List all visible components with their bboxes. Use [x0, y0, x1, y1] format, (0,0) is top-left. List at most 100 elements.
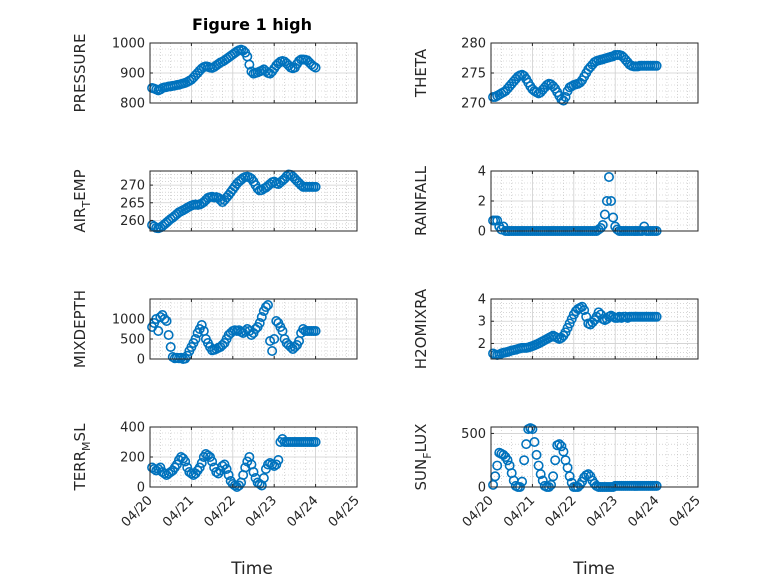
data-point: [260, 301, 271, 312]
data-point: [258, 472, 269, 483]
data-point: [579, 305, 590, 316]
data-point: [581, 311, 592, 322]
data-point: [182, 350, 193, 361]
subplot-2: 270 275 280 THETA: [412, 37, 699, 112]
x-tick-label: 04/22: [543, 493, 580, 530]
data-point: [606, 196, 617, 207]
y-tick-label: 500: [120, 333, 145, 348]
data-point: [599, 209, 610, 220]
data-point: [597, 220, 608, 231]
x-tick-label: 04/20: [460, 493, 497, 530]
axes-frame: [149, 298, 358, 360]
x-tick-label: 04/22: [202, 493, 239, 530]
y-tick-label: 275: [461, 67, 486, 82]
subplot-6: 2 3 4 H2OMIXRA: [412, 288, 699, 369]
data-point: [548, 471, 559, 482]
data-point: [502, 455, 513, 466]
y-tick-label: 900: [120, 67, 145, 82]
y-tick-label: 280: [461, 37, 486, 52]
data-point: [215, 194, 226, 205]
x-axis-label-right: Time: [572, 559, 615, 579]
x-tick-label: 04/25: [326, 493, 363, 530]
y-tick-label: 500: [461, 427, 486, 442]
y-tick-label: 3: [478, 315, 486, 330]
data-point: [651, 311, 662, 322]
subplot-7: 0 200 400 04/20 04/21 04/22 04/23 04/24 04/25 TER…: [71, 421, 363, 531]
figure-title: Figure 1 high: [192, 15, 312, 34]
data-point: [310, 181, 321, 192]
axes-frame: [149, 170, 358, 232]
data-point: [190, 333, 201, 344]
data-point: [527, 424, 538, 435]
x-tick-label: 04/24: [284, 493, 321, 530]
data-point: [531, 449, 542, 460]
data-point: [269, 333, 280, 344]
data-point: [519, 455, 530, 466]
subplot-5: 0 500 1000 MIXDEPTH: [71, 290, 358, 368]
data-point: [554, 439, 565, 450]
x-tick-label: 04/23: [584, 493, 621, 530]
data-point: [310, 62, 321, 73]
data-point: [651, 480, 662, 491]
y-tick-label: 265: [120, 196, 145, 211]
data-point: [285, 341, 296, 352]
data-point: [159, 313, 170, 324]
y-axis-label: TERRMSL: [71, 423, 93, 492]
y-tick-label: 270: [461, 97, 486, 112]
data-point: [273, 454, 284, 465]
y-tick-label: 0: [137, 481, 145, 496]
data-point: [163, 329, 174, 340]
data-point: [550, 455, 561, 466]
data-point: [180, 456, 191, 467]
data-point: [564, 471, 575, 482]
data-point: [223, 469, 234, 480]
data-point: [262, 299, 273, 310]
data-point: [492, 460, 503, 471]
y-tick-label: 200: [120, 451, 145, 466]
data-point: [517, 476, 528, 487]
y-axis-label: SUNFLUX: [412, 424, 434, 491]
subplot-8: 0 500 04/20 04/21 04/22 04/23 04/24 04/25 SUNFLU…: [412, 423, 704, 530]
data-point: [267, 345, 278, 356]
y-tick-label: 1000: [112, 313, 145, 328]
axes-layer: 800 900 1000 PRESSURE 270 275 280 THETA 260 265 27…: [71, 34, 704, 531]
data-point: [560, 92, 571, 103]
data-point: [556, 441, 567, 452]
data-point: [244, 59, 255, 70]
data-point: [153, 325, 164, 336]
data-point: [254, 317, 265, 328]
y-tick-label: 260: [120, 214, 145, 229]
data-point: [207, 456, 218, 467]
y-axis-label: PRESSURE: [71, 34, 89, 113]
x-tick-label: 04/24: [625, 493, 662, 530]
y-tick-label: 4: [478, 165, 486, 180]
data-point: [310, 436, 321, 447]
y-tick-label: 1000: [112, 37, 145, 52]
y-tick-label: 2: [478, 337, 486, 352]
data-point: [165, 341, 176, 352]
x-tick-label: 04/21: [160, 493, 197, 530]
y-axis-label: MIXDEPTH: [71, 290, 89, 368]
data-point: [159, 468, 170, 479]
y-axis-label: THETA: [412, 48, 430, 98]
x-tick-label: 04/21: [501, 493, 538, 530]
y-axis-label: H2OMIXRA: [412, 288, 430, 369]
data-point: [535, 469, 546, 480]
data-point: [248, 466, 259, 477]
x-tick-label: 04/25: [667, 493, 704, 530]
y-tick-label: 0: [478, 225, 486, 240]
x-axis-label-left: Time: [230, 559, 273, 579]
y-tick-label: 800: [120, 97, 145, 112]
data-point: [161, 315, 172, 326]
data-point: [221, 463, 232, 474]
x-tick-label: 04/23: [243, 493, 280, 530]
x-tick-label: 04/20: [119, 493, 156, 530]
y-tick-label: 4: [478, 293, 486, 308]
y-axis-label: AIRTEMP: [71, 169, 93, 232]
data-point: [608, 212, 619, 223]
subplot-4: 0 2 4 RAINFALL: [412, 165, 699, 240]
data-point: [601, 196, 612, 207]
y-tick-label: 2: [478, 195, 486, 210]
data-point: [310, 325, 321, 336]
